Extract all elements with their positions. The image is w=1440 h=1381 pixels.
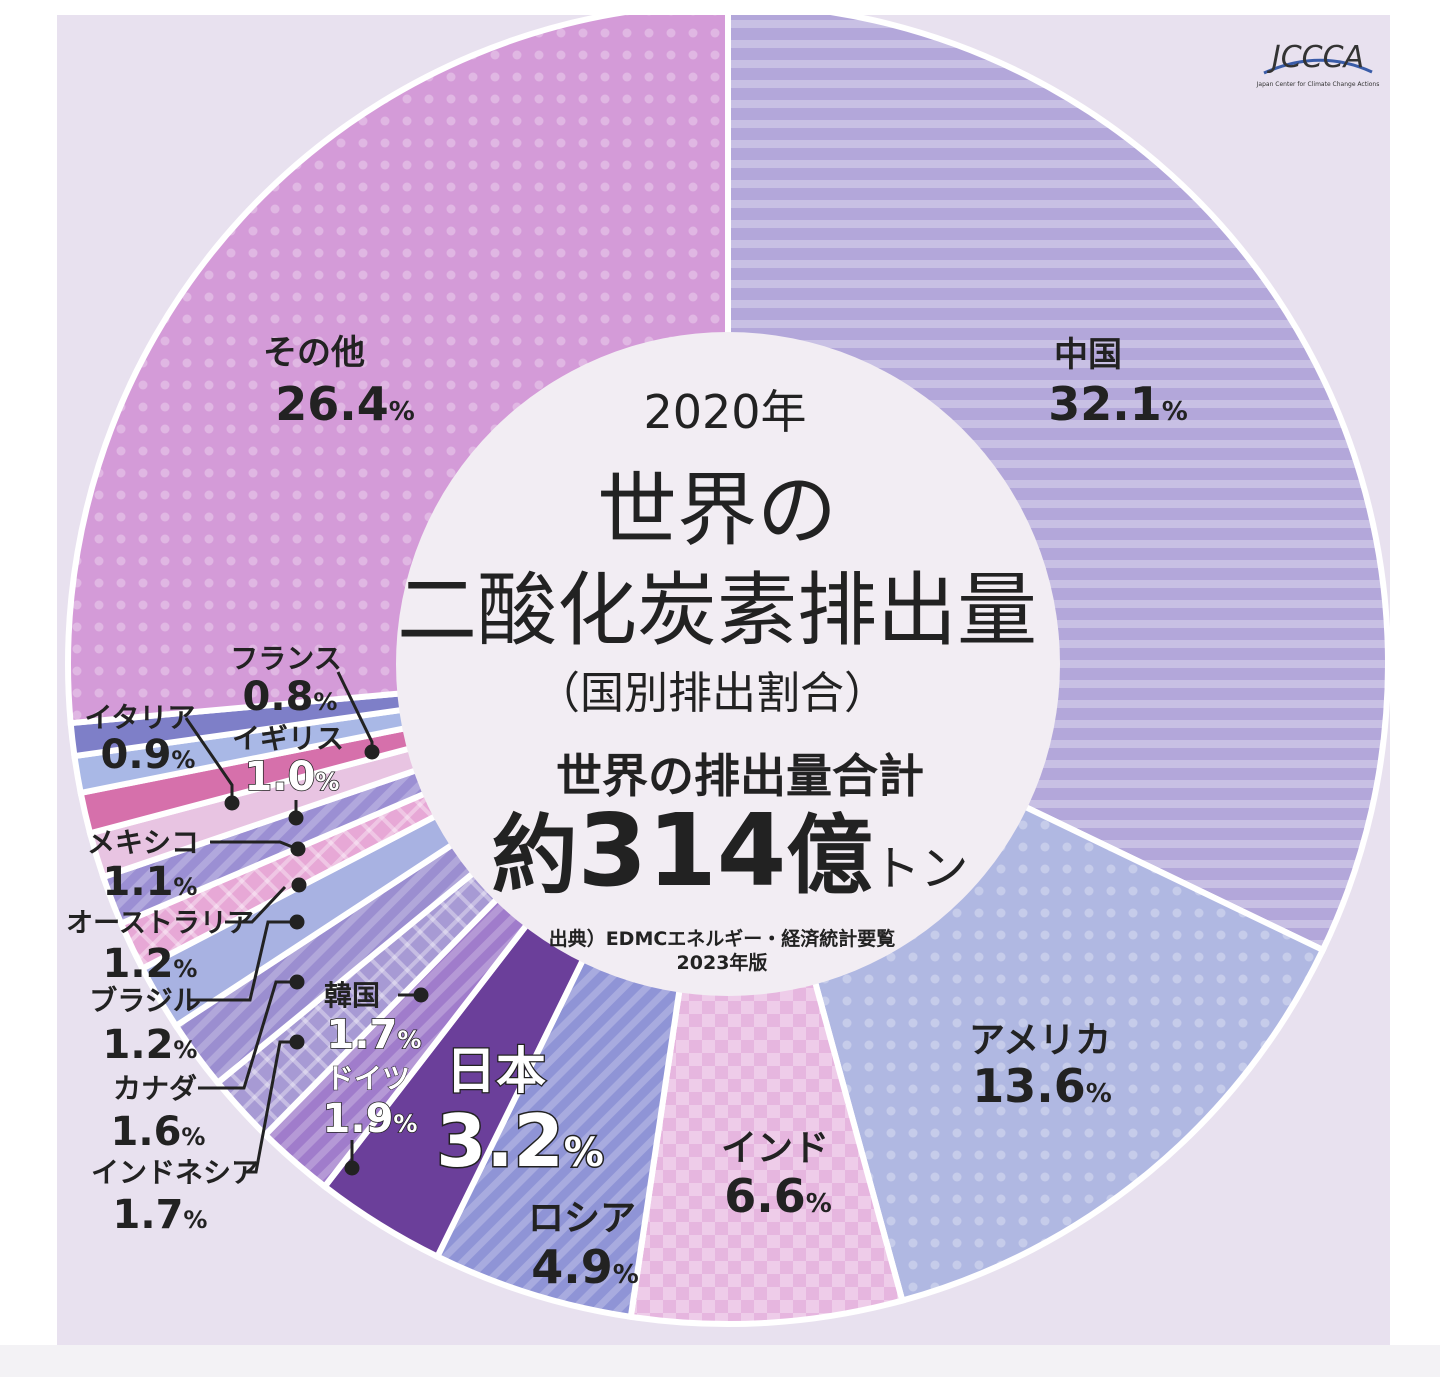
slice-pattern-10	[103, 768, 430, 924]
slice-label-canada-name: カナダ	[113, 1072, 197, 1105]
slice-pattern-5	[265, 895, 530, 1187]
slice-label-indonesia-value: 1.7%	[113, 1192, 208, 1238]
slice-label-uk-name: イギリス	[232, 722, 344, 755]
bottom-band	[0, 1345, 1440, 1377]
slice-pattern-2	[630, 977, 903, 1324]
slice-label-australia-value: 1.2%	[103, 941, 198, 987]
center-total-unit2: トン	[872, 841, 968, 897]
slice-label-mexico-name: メキシコ	[87, 826, 199, 859]
leader-dot-indonesia	[289, 1034, 305, 1050]
leader-dot-canada	[289, 974, 305, 990]
leader-canada	[198, 980, 292, 1090]
center-year: 2020年	[643, 385, 806, 439]
leader-indonesia	[244, 1040, 292, 1174]
slice-label-uk-value: 1.0%	[245, 754, 340, 800]
slice-4	[324, 921, 585, 1257]
slice-label-brazil-value: 1.2%	[103, 1022, 198, 1068]
center-subtitle: （国別排出割合）	[536, 668, 888, 719]
slice-label-russia-value: 4.9%	[531, 1240, 639, 1294]
source-line1: 出典）EDMCエネルギー・経済統計要覧	[549, 927, 896, 950]
slice-label-japan-name: 日本	[446, 1042, 546, 1100]
slice-pattern-15	[68, 15, 728, 724]
logo-subtext: Japan Center for Climate Change Actions	[1256, 81, 1380, 88]
leader-italy	[184, 717, 234, 800]
slice-label-russia-name: ロシア	[528, 1198, 636, 1239]
slice-label-other-value: 26.4%	[275, 377, 415, 431]
slice-label-india-name: インド	[721, 1128, 829, 1169]
leader-brazil	[190, 920, 292, 1002]
slice-pattern-0	[728, 15, 1388, 950]
slice-label-italy-name: イタリア	[85, 701, 196, 734]
slice-label-germany-name: ドイツ	[326, 1062, 410, 1095]
leader-dot-australia	[291, 877, 307, 893]
slice-label-korea-name: 韓国	[324, 979, 380, 1012]
center-title-line1: 世界の	[597, 464, 837, 557]
center-title-line2: 二酸化炭素排出量	[397, 564, 1037, 657]
center-total-unit1: 億	[786, 806, 872, 906]
leader-dot-mexico	[290, 841, 306, 857]
slice-labels: 中国 32.1% アメリカ 13.6% インド 6.6% ロシア 4.9% 日本…	[66, 333, 1188, 1294]
slice-label-usa-name: アメリカ	[969, 1020, 1111, 1061]
slice-pattern-3	[437, 955, 681, 1317]
slice-label-indonesia-name: インドネシア	[91, 1156, 259, 1189]
leader-dot-france	[364, 744, 380, 760]
slice-14	[70, 693, 407, 757]
slice-label-japan-value: 3.2%	[436, 1099, 604, 1183]
slice-12	[80, 727, 414, 834]
slice-label-australia-name: オーストラリア	[66, 908, 254, 939]
source-line2: 2023年版	[677, 951, 768, 974]
slice-11	[90, 747, 421, 878]
leader-lines	[184, 671, 429, 1176]
leader-dot-germany	[344, 1160, 360, 1176]
center-total-prefix: 約	[492, 806, 578, 906]
slice-13	[74, 709, 410, 793]
center-total-label: 世界の排出量合計	[556, 749, 924, 803]
slice-pattern-7	[176, 842, 477, 1083]
center-total: 約314億トン	[492, 792, 969, 909]
slice-pattern-9	[121, 791, 440, 969]
jccca-logo: JCCCA Japan Center for Climate Change Ac…	[1256, 40, 1380, 88]
leader-dot-brazil	[289, 914, 305, 930]
slice-label-germany-value: 1.9%	[323, 1096, 418, 1142]
slice-label-brazil-name: ブラジル	[89, 984, 200, 1017]
slice-pattern-6	[217, 870, 501, 1135]
logo-text: JCCCA	[1267, 40, 1364, 75]
slice-label-italy-value: 0.9%	[101, 732, 196, 778]
leader-dot-korea	[413, 987, 429, 1003]
slice-label-mexico-value: 1.1%	[103, 859, 198, 905]
slice-pattern-1	[813, 804, 1323, 1301]
slice-label-canada-value: 1.6%	[111, 1109, 206, 1155]
slice-label-china-name: 中国	[1054, 335, 1122, 375]
slice-label-china-value: 32.1%	[1048, 377, 1188, 431]
slice-label-france-value: 0.8%	[243, 674, 338, 720]
leader-australia	[225, 885, 287, 924]
slice-label-india-value: 6.6%	[724, 1169, 832, 1223]
center-total-value: 314	[578, 792, 787, 909]
leader-mexico	[210, 840, 296, 850]
leader-dot-italy	[224, 795, 240, 811]
leader-dot-uk	[288, 810, 304, 826]
slice-label-usa-value: 13.6%	[972, 1059, 1112, 1113]
slice-label-france-name: フランス	[230, 642, 341, 675]
logo-arc	[1263, 58, 1373, 75]
slice-label-other-name: その他	[263, 333, 365, 373]
center-disc	[396, 332, 1060, 996]
center-text: 2020年 世界の 二酸化炭素排出量 （国別排出割合） 世界の排出量合計 約31…	[397, 385, 1037, 974]
slice-label-korea-value: 1.7%	[327, 1012, 422, 1058]
